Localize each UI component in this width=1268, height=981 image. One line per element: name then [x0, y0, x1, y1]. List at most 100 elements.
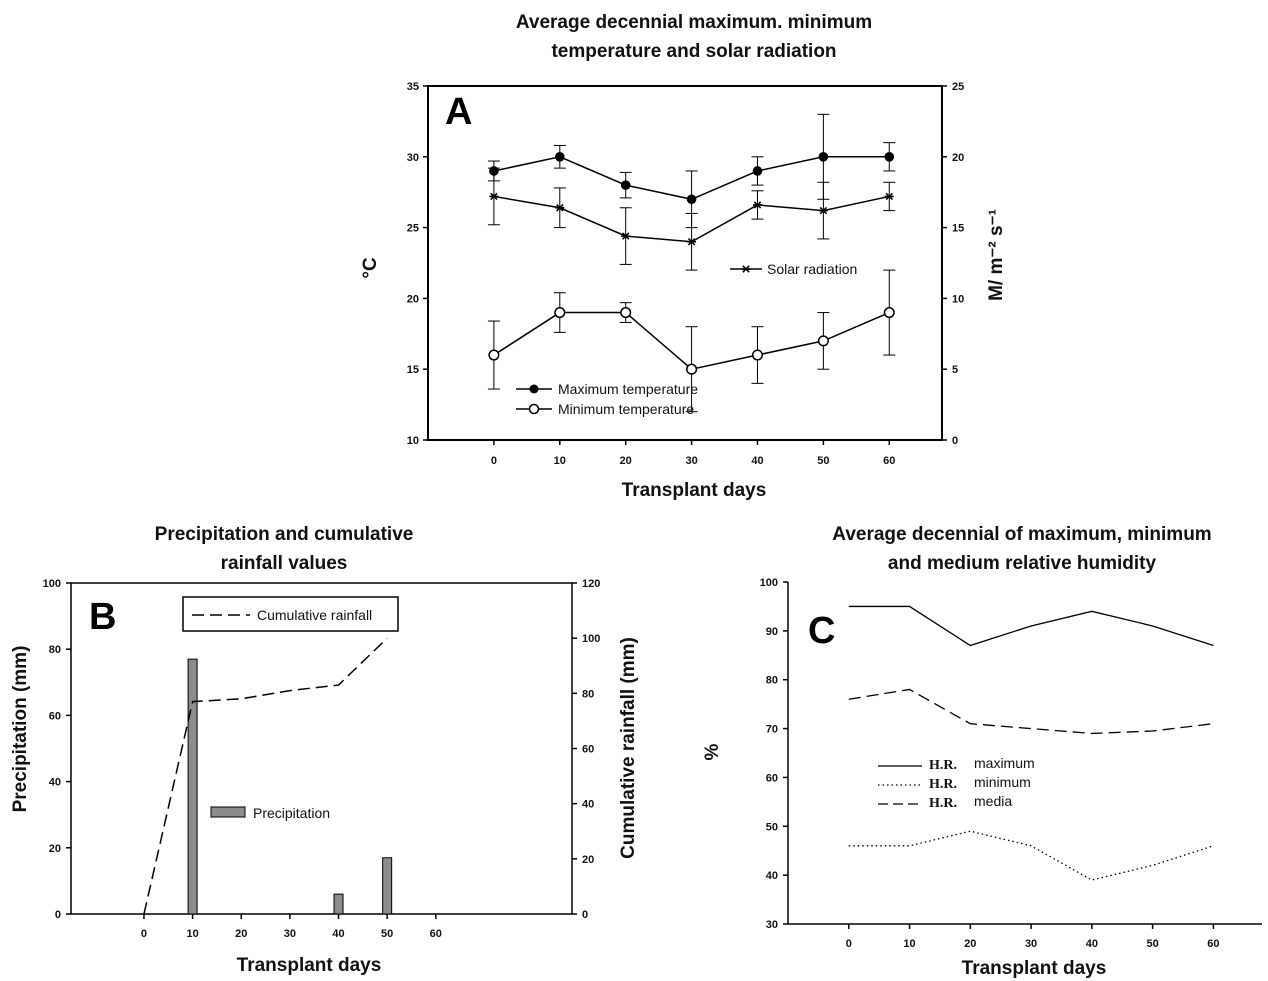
a-s0-point-2 — [620, 180, 631, 190]
b-x-tick-label-4: 40 — [332, 928, 344, 940]
legend-precipitation-label: Precipitation — [253, 805, 330, 821]
a-series-2 — [487, 167, 896, 271]
panel-c-label: C — [808, 610, 835, 652]
b-y-tick-label-3: 60 — [49, 710, 61, 722]
panel-a-x-axis-label: Transplant days — [622, 480, 767, 501]
panel-b-y-axis-label: Precipitation (mm) — [10, 646, 31, 813]
legend-hr-media-prefix: H.R. — [929, 796, 957, 811]
a-x-tick-label-5: 50 — [817, 455, 829, 467]
a-y2-tick-label-5: 25 — [952, 81, 964, 93]
a-y2-tick-label-2: 10 — [952, 293, 964, 305]
panel-c: Average decennial of maximum, minimum an… — [702, 524, 1262, 979]
c-x-tick-label-3: 30 — [1025, 938, 1037, 950]
legend-solar-label: Solar radiation — [767, 261, 857, 277]
a-s2-point-4 — [752, 201, 762, 209]
a-s0-point-4 — [752, 166, 763, 176]
c-y-tick-label-4: 70 — [766, 724, 778, 736]
panel-c-title-line-2: and medium relative humidity — [888, 553, 1157, 574]
c-y-tick-label-0: 30 — [766, 919, 778, 931]
panel-c-ticks: 0 10 20 30 40 50 60 30 40 50 60 70 80 90 100 — [760, 577, 1220, 950]
a-s2-point-6-stroke-d2 — [885, 192, 893, 201]
b-y2-tick-label-4: 80 — [582, 688, 594, 700]
panel-b-title-line-2: rainfall values — [221, 553, 348, 574]
panel-a-plot-frame — [427, 85, 943, 441]
a-y2-tick-label-1: 5 — [952, 364, 958, 376]
c-x-tick-label-5: 50 — [1146, 938, 1158, 950]
c-y-tick-label-7: 100 — [760, 577, 778, 589]
legend-min-label: Minimum temperature — [558, 401, 694, 417]
b-precipitation-bar-1 — [333, 893, 344, 915]
b-y-tick-label-4: 80 — [49, 644, 61, 656]
legend-cumulative-box — [182, 596, 399, 632]
c-x-tick-label-4: 40 — [1086, 938, 1098, 950]
a-s0-point-3 — [686, 194, 697, 205]
panel-b-label: B — [89, 596, 116, 638]
panel-b-series — [143, 637, 393, 915]
b-y-tick-label-1: 20 — [49, 843, 61, 855]
a-s1-point-2 — [620, 307, 632, 319]
panel-a-y2-axis-label: M/ m⁻² s⁻¹ — [986, 209, 1007, 301]
b-x-tick-label-5: 50 — [381, 928, 393, 940]
panel-a-y-axis-label: °C — [360, 257, 381, 279]
b-y2-tick-label-3: 60 — [582, 744, 594, 756]
b-y2-tick-label-0: 0 — [582, 909, 588, 921]
c-hr-media-line — [848, 688, 1214, 735]
c-x-tick-label-1: 10 — [903, 938, 915, 950]
a-y-tick-label-3: 25 — [407, 223, 419, 235]
legend-hr-min-label: minimum — [974, 774, 1031, 790]
legend-solar-star-glyph-stroke-d2 — [742, 265, 750, 273]
b-y2-tick-label-6: 120 — [582, 578, 600, 590]
a-x-tick-label-4: 40 — [751, 455, 763, 467]
panel-b-legend-cumulative: Cumulative rainfall — [182, 596, 399, 632]
panel-c-x-axis-label: Transplant days — [962, 958, 1107, 979]
a-s1-point-6 — [883, 307, 895, 319]
legend-solar-star-glyph — [741, 265, 751, 273]
panel-a-legend-min: Minimum temperature — [516, 401, 694, 417]
a-series-0 — [487, 113, 896, 229]
panel-c-legend-max: H.R. maximum — [878, 755, 1035, 773]
a-s1-point-1 — [554, 307, 566, 319]
legend-hr-max-prefix: H.R. — [929, 758, 957, 773]
a-s1-point-4 — [751, 349, 764, 361]
c-x-tick-label-2: 20 — [964, 938, 976, 950]
a-y2-tick-label-4: 20 — [952, 152, 964, 164]
a-s0-point-6 — [884, 152, 895, 162]
a-s2-point-3 — [687, 238, 697, 246]
a-x-tick-label-1: 10 — [554, 455, 566, 467]
legend-cumulative-label: Cumulative rainfall — [257, 607, 372, 623]
panel-c-title-line-1: Average decennial of maximum, minimum — [832, 524, 1211, 545]
panel-c-y-axis-label: % — [702, 743, 723, 760]
c-x-tick-label-6: 60 — [1207, 938, 1219, 950]
b-y-tick-label-5: 100 — [43, 578, 61, 590]
a-s0-point-1 — [554, 152, 565, 162]
b-x-tick-label-0: 0 — [141, 928, 147, 940]
b-y2-tick-label-1: 20 — [582, 854, 594, 866]
legend-precipitation-swatch — [210, 806, 246, 818]
a-x-tick-label-3: 30 — [685, 455, 697, 467]
c-y-tick-label-1: 40 — [766, 870, 778, 882]
c-y-tick-label-5: 80 — [766, 675, 778, 687]
panel-c-axis-frame — [787, 582, 1262, 925]
panel-b-ticks: 0 10 20 30 40 50 60 0 20 40 60 80 100 0 20 40 60 80 100 120 — [43, 578, 601, 940]
c-y-tick-label-3: 60 — [766, 772, 778, 784]
a-y-tick-label-0: 10 — [407, 435, 419, 447]
panel-c-series — [848, 605, 1214, 881]
a-series-1 — [487, 269, 896, 413]
panel-a-series — [487, 113, 896, 413]
panel-b-plot-frame — [70, 582, 573, 915]
a-y-tick-label-5: 35 — [407, 81, 419, 93]
c-hr-maximum-line — [848, 605, 1214, 647]
a-s0-point-5 — [818, 152, 829, 162]
legend-max-label: Maximum temperature — [558, 381, 698, 397]
legend-min-marker — [528, 403, 540, 415]
legend-hr-media-label: media — [974, 793, 1012, 809]
b-x-tick-label-1: 10 — [186, 928, 198, 940]
a-s2-point-1 — [555, 204, 565, 212]
a-s2-point-3-stroke-d2 — [687, 238, 696, 246]
b-y2-tick-label-2: 40 — [582, 799, 594, 811]
panel-b-y2-axis-label: Cumulative rainfall (mm) — [618, 637, 639, 859]
panel-a-title-line-2: temperature and solar radiation — [551, 41, 836, 62]
a-s1-point-5 — [817, 335, 829, 347]
b-x-tick-label-6: 60 — [430, 928, 442, 940]
